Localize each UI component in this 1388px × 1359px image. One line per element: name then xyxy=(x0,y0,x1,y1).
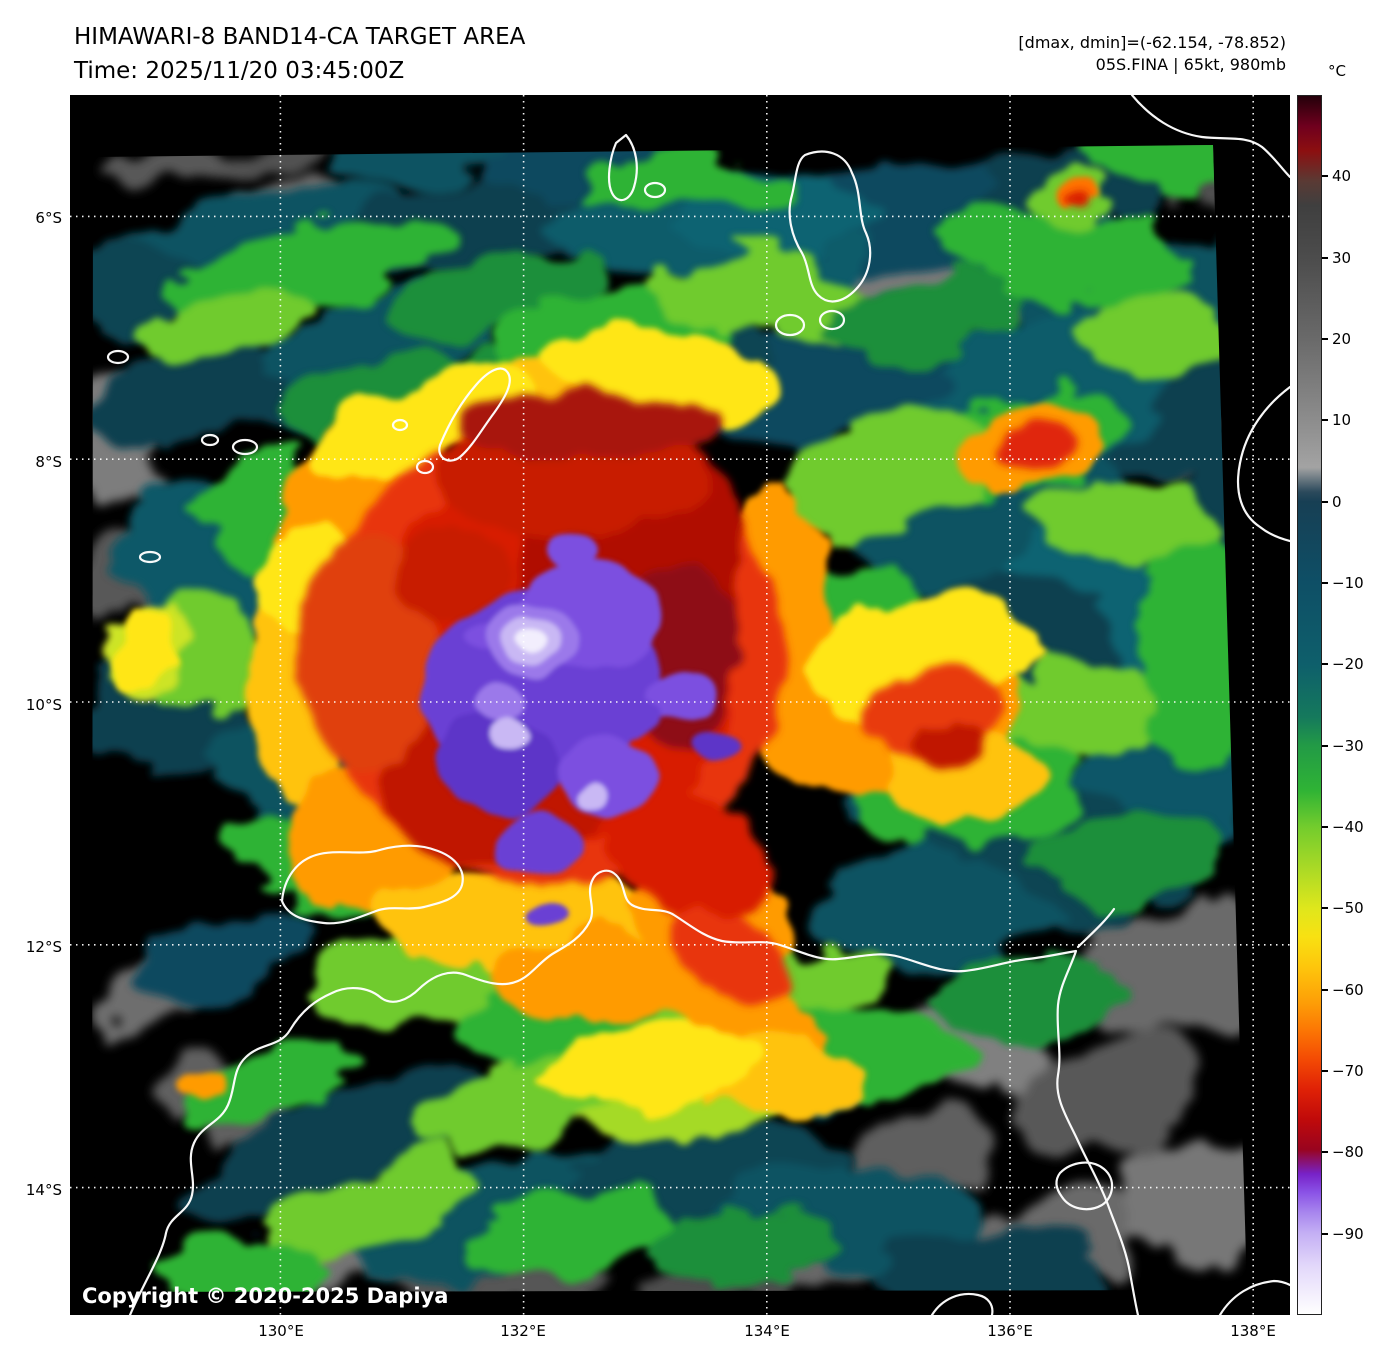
colorbar-tickmark xyxy=(1322,1151,1328,1153)
dmax-dmin-readout: [dmax, dmin]=(-62.154, -78.852) xyxy=(1018,33,1286,52)
colorbar-tick-0: 0 xyxy=(1332,493,1342,511)
storm-info: 05S.FINA | 65kt, 980mb xyxy=(1095,55,1286,74)
colorbar-tickmark xyxy=(1322,1233,1328,1235)
coastline-bottom-islet xyxy=(930,1292,994,1317)
lat-tick-14s: 14°S xyxy=(25,1181,62,1199)
coastline-island-small-3 xyxy=(200,433,220,447)
coastline-babar xyxy=(231,438,259,456)
lon-tick-136e: 136°E xyxy=(987,1322,1033,1340)
lat-tick-12s: 12°S xyxy=(25,938,62,956)
satellite-plot: Copyright © 2020-2025 Dapiya xyxy=(70,93,1292,1317)
purple-overshooting-tops xyxy=(420,532,740,927)
colorbar-tick-m30: −30 xyxy=(1332,737,1364,755)
header: HIMAWARI-8 BAND14-CA TARGET AREA Time: 2… xyxy=(74,20,525,88)
colorbar-tickmark xyxy=(1322,1070,1328,1072)
header-right: [dmax, dmin]=(-62.154, -78.852) 05S.FINA… xyxy=(1018,32,1286,76)
colorbar-tickmark xyxy=(1322,989,1328,991)
colorbar-tick-m50: −50 xyxy=(1332,899,1364,917)
coastline-aru-small-1 xyxy=(774,313,806,337)
coastline-tanimbar xyxy=(438,367,511,462)
colorbar-tick-40: 40 xyxy=(1332,167,1352,185)
colorbar-tick-20: 20 xyxy=(1332,330,1352,348)
coastline-island-small-2 xyxy=(391,418,409,432)
colorbar-tickmark xyxy=(1322,663,1328,665)
lat-tick-10s: 10°S xyxy=(25,696,62,714)
colorbar-tick-m20: −20 xyxy=(1332,655,1364,673)
colorbar-tick-m70: −70 xyxy=(1332,1062,1364,1080)
coastline-wessel-islands xyxy=(1076,907,1116,949)
coastline-island-small-1 xyxy=(415,459,435,475)
colorbar-tick-m60: −60 xyxy=(1332,981,1364,999)
lat-tick-6s: 6°S xyxy=(35,209,62,227)
colorbar-tickmark xyxy=(1322,175,1328,177)
colorbar-tick-10: 10 xyxy=(1332,411,1352,429)
coastlines xyxy=(106,93,1292,1317)
coastline-pellew xyxy=(1218,1279,1292,1317)
coastline-island-small-4 xyxy=(138,550,162,564)
satellite-image: Copyright © 2020-2025 Dapiya xyxy=(70,93,1292,1317)
coastline-groote-eylandt xyxy=(1055,1161,1114,1211)
colorbar-tick-30: 30 xyxy=(1332,249,1352,267)
colorbar xyxy=(1297,95,1328,1315)
satellite-cloud-field xyxy=(92,145,1247,1292)
coastline-aru xyxy=(788,150,872,303)
colorbar-unit: °C xyxy=(1328,62,1346,80)
figure-title: HIMAWARI-8 BAND14-CA TARGET AREA xyxy=(74,24,526,50)
colorbar-tick-m40: −40 xyxy=(1332,818,1364,836)
colorbar-tickmark xyxy=(1322,907,1328,909)
coastline-damar xyxy=(106,349,130,365)
figure-time: Time: 2025/11/20 03:45:00Z xyxy=(74,58,405,84)
colorbar-tick-m80: −80 xyxy=(1332,1143,1364,1161)
colorbar-tickmark xyxy=(1322,826,1328,828)
colorbar-tickmark xyxy=(1322,745,1328,747)
colorbar-tick-m90: −90 xyxy=(1332,1225,1364,1243)
colorbar-tick-m10: −10 xyxy=(1332,574,1364,592)
lon-tick-138e: 138°E xyxy=(1230,1322,1276,1340)
coastline-kai xyxy=(607,133,638,202)
coastline-new-guinea-south xyxy=(1130,93,1292,179)
colorbar-tickmark xyxy=(1322,257,1328,259)
lon-tick-130e: 130°E xyxy=(258,1322,304,1340)
colorbar-tickmark xyxy=(1322,338,1328,340)
colorbar-tickmark xyxy=(1322,419,1328,421)
coastline-melville-bathurst xyxy=(280,844,464,925)
colorbar-tickmark xyxy=(1322,582,1328,584)
copyright-text: Copyright © 2020-2025 Dapiya xyxy=(82,1284,448,1308)
coastline-aru-small-2 xyxy=(818,309,846,331)
coastline-kai-small xyxy=(643,181,667,199)
colorbar-tickmark xyxy=(1322,501,1328,503)
lon-tick-132e: 132°E xyxy=(500,1322,546,1340)
coastline-papua-merauke xyxy=(1236,385,1292,543)
lat-tick-8s: 8°S xyxy=(35,453,62,471)
lon-tick-134e: 134°E xyxy=(744,1322,790,1340)
coastline-australia-mainland xyxy=(128,869,1140,1317)
